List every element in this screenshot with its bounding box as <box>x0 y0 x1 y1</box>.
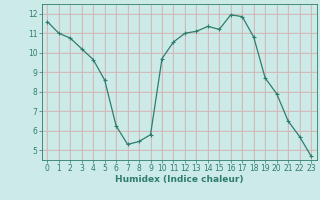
X-axis label: Humidex (Indice chaleur): Humidex (Indice chaleur) <box>115 175 244 184</box>
